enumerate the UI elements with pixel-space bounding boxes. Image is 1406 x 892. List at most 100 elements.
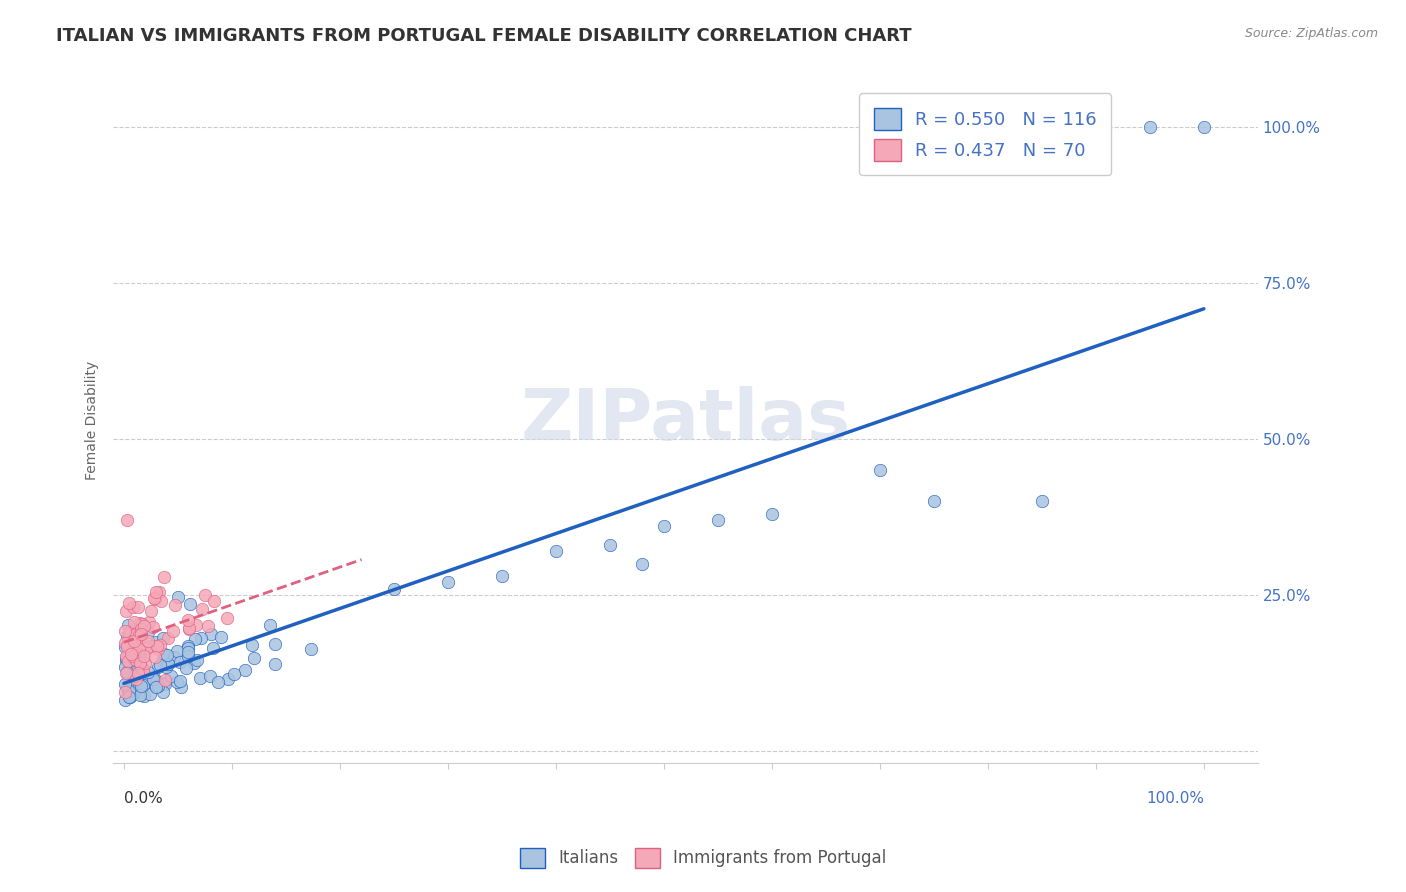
Text: 0.0%: 0.0% bbox=[124, 790, 163, 805]
Point bbox=[177, 621, 200, 635]
Point bbox=[121, 681, 143, 695]
Point bbox=[142, 672, 165, 686]
Point bbox=[264, 657, 287, 671]
Point bbox=[177, 622, 200, 636]
Point bbox=[148, 657, 170, 672]
Point bbox=[120, 624, 142, 639]
Point bbox=[124, 677, 146, 691]
Point bbox=[209, 631, 232, 645]
Point bbox=[142, 671, 165, 685]
Point bbox=[118, 596, 141, 610]
Point bbox=[156, 648, 179, 663]
Point bbox=[114, 636, 136, 650]
Point bbox=[146, 680, 169, 694]
Point bbox=[186, 653, 208, 667]
Point bbox=[143, 677, 166, 691]
Point bbox=[198, 669, 221, 683]
Point bbox=[115, 680, 138, 694]
Point bbox=[382, 582, 405, 596]
Point bbox=[150, 594, 173, 608]
Point bbox=[207, 675, 229, 690]
Point bbox=[155, 660, 177, 674]
Point bbox=[122, 665, 145, 680]
Legend: Italians, Immigrants from Portugal: Italians, Immigrants from Portugal bbox=[513, 841, 893, 875]
Point bbox=[153, 673, 176, 687]
Point bbox=[134, 672, 156, 686]
Point bbox=[120, 668, 142, 682]
Point bbox=[167, 591, 190, 605]
Point bbox=[128, 671, 150, 685]
Point bbox=[122, 615, 145, 630]
Point bbox=[131, 636, 153, 650]
Point bbox=[145, 680, 167, 694]
Point bbox=[117, 654, 139, 668]
Point bbox=[152, 631, 174, 645]
Point bbox=[122, 599, 145, 614]
Point bbox=[120, 682, 142, 697]
Point bbox=[163, 650, 186, 665]
Point bbox=[115, 666, 138, 681]
Point bbox=[149, 639, 172, 653]
Point bbox=[263, 637, 285, 651]
Point bbox=[121, 665, 143, 679]
Point bbox=[186, 618, 208, 632]
Point bbox=[129, 688, 152, 702]
Point bbox=[129, 627, 152, 641]
Point bbox=[129, 659, 152, 673]
Point bbox=[125, 627, 148, 641]
Point bbox=[128, 625, 150, 640]
Point bbox=[132, 664, 155, 678]
Point bbox=[197, 619, 219, 633]
Point bbox=[115, 649, 138, 664]
Point bbox=[115, 665, 138, 680]
Point bbox=[652, 519, 675, 533]
Point bbox=[156, 632, 179, 646]
Point bbox=[259, 618, 281, 632]
Point bbox=[141, 639, 163, 653]
Point bbox=[177, 648, 200, 663]
Point bbox=[169, 655, 191, 669]
Point bbox=[128, 685, 150, 699]
Point bbox=[114, 660, 136, 674]
Point bbox=[118, 683, 141, 698]
Point bbox=[152, 569, 174, 583]
Point bbox=[169, 673, 191, 688]
Point bbox=[138, 615, 160, 629]
Point bbox=[183, 656, 205, 670]
Point bbox=[184, 632, 207, 647]
Point bbox=[179, 597, 201, 611]
Point bbox=[122, 633, 145, 648]
Point bbox=[145, 673, 167, 688]
Point bbox=[631, 557, 654, 571]
Point bbox=[217, 672, 239, 686]
Point bbox=[153, 647, 176, 661]
Point bbox=[131, 617, 153, 632]
Point bbox=[146, 639, 169, 653]
Point bbox=[191, 602, 214, 616]
Point bbox=[190, 631, 212, 645]
Text: ZIPatlas: ZIPatlas bbox=[520, 386, 851, 455]
Point bbox=[142, 620, 165, 634]
Point bbox=[1192, 120, 1215, 135]
Point bbox=[118, 690, 141, 705]
Point bbox=[129, 679, 152, 693]
Point bbox=[145, 585, 167, 599]
Point bbox=[233, 663, 256, 677]
Point bbox=[120, 681, 142, 696]
Point bbox=[131, 663, 153, 677]
Point bbox=[177, 640, 200, 654]
Text: 100.0%: 100.0% bbox=[1146, 790, 1204, 805]
Point bbox=[115, 653, 138, 667]
Point bbox=[129, 623, 152, 637]
Text: Source: ZipAtlas.com: Source: ZipAtlas.com bbox=[1244, 27, 1378, 40]
Point bbox=[127, 666, 149, 681]
Point bbox=[1139, 120, 1161, 135]
Point bbox=[145, 634, 167, 648]
Point bbox=[204, 594, 226, 608]
Point bbox=[138, 670, 160, 684]
Point bbox=[128, 642, 150, 657]
Point bbox=[707, 513, 730, 527]
Point bbox=[121, 649, 143, 664]
Point bbox=[194, 588, 217, 602]
Point bbox=[200, 627, 222, 641]
